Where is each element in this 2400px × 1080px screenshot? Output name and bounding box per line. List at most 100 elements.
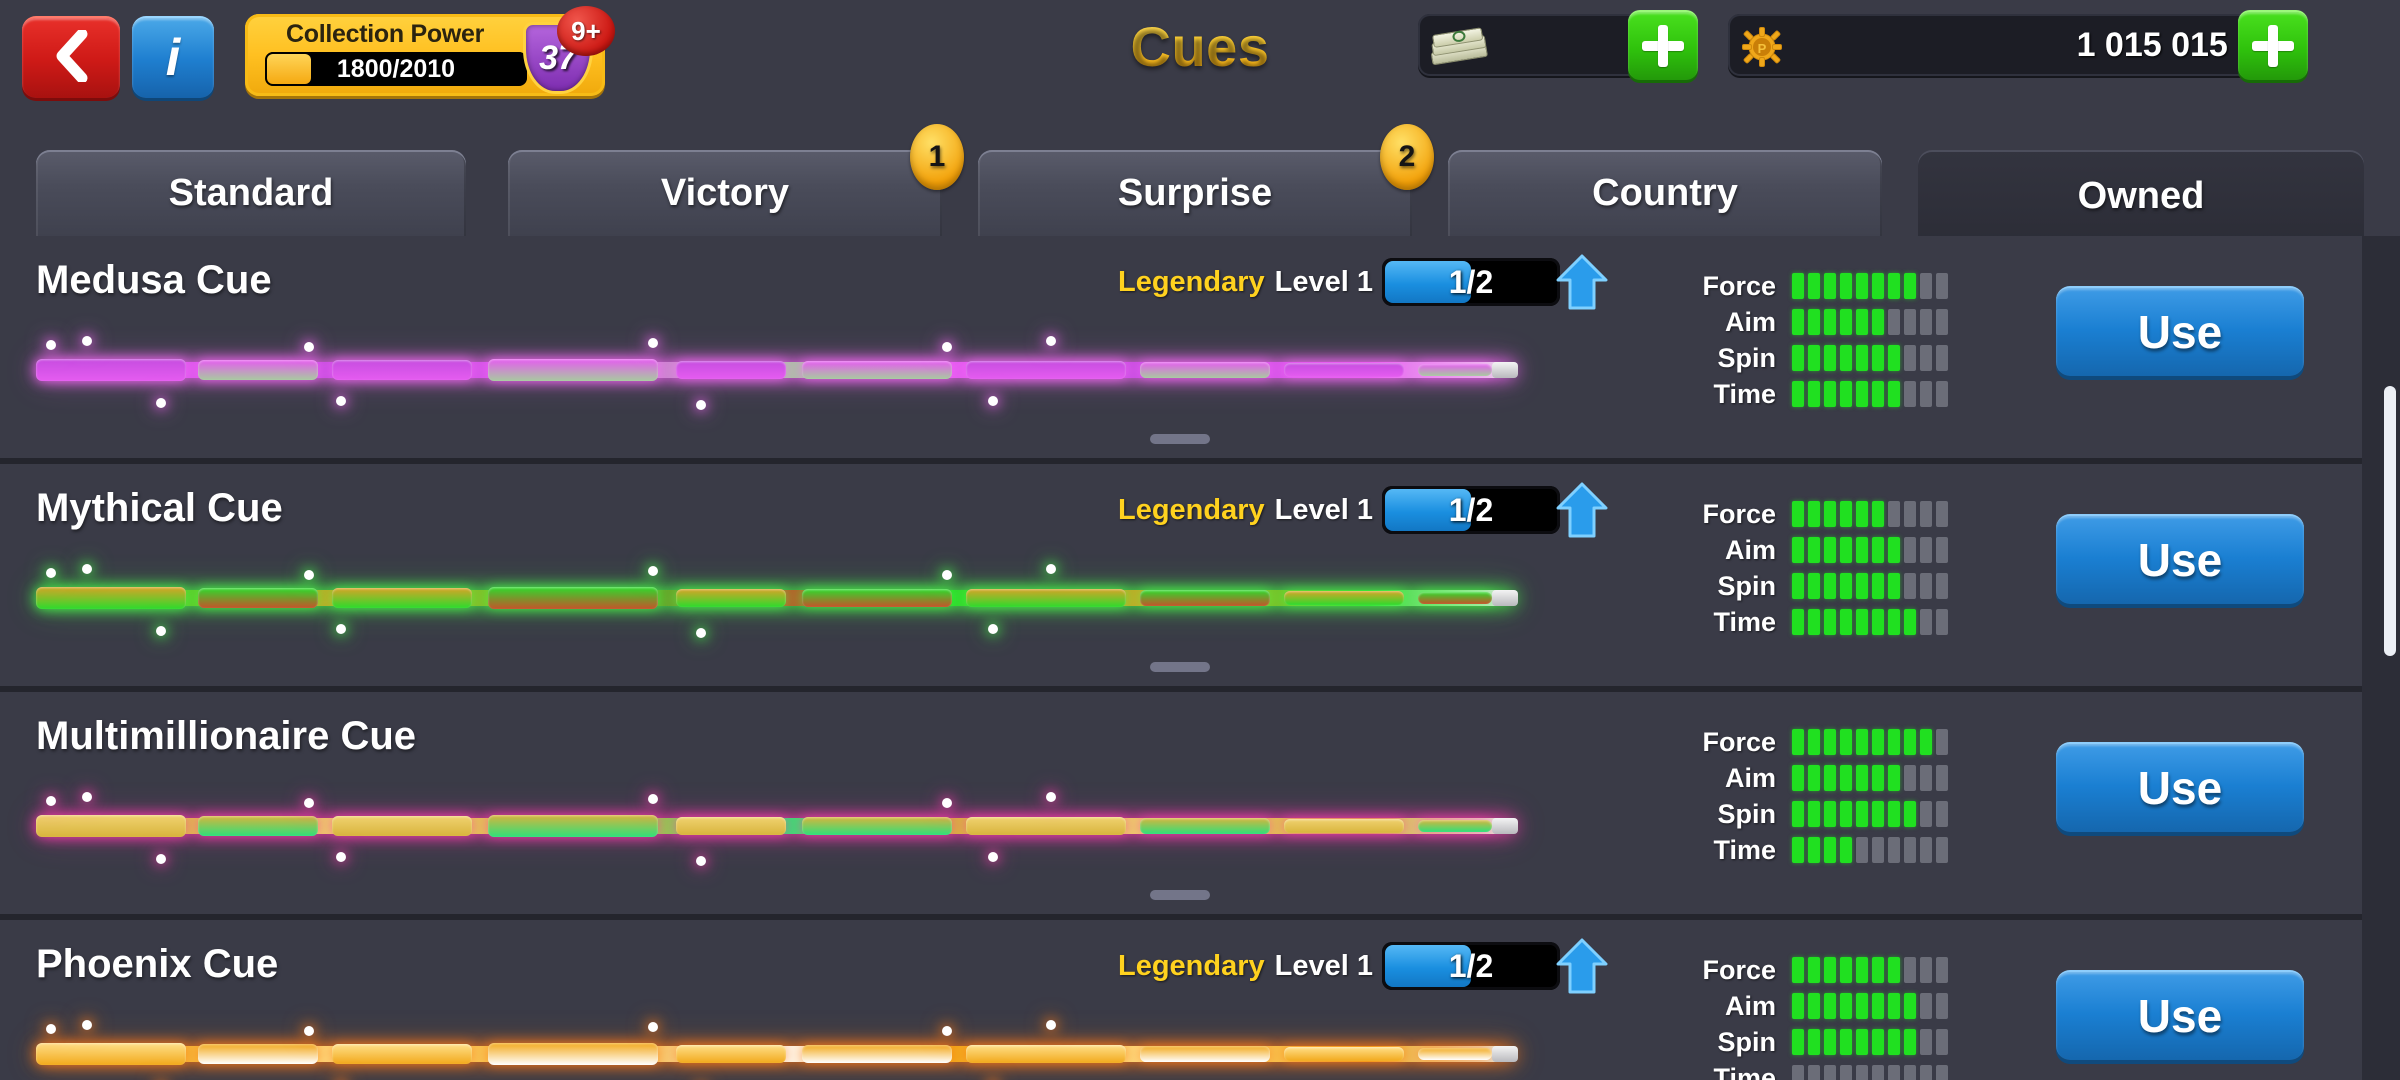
stat-pip: [1840, 765, 1852, 791]
tab-standard[interactable]: Standard: [36, 150, 466, 236]
stat-pip: [1824, 729, 1836, 755]
cue-level-progress-fill: [1385, 945, 1471, 987]
stat-pip: [1840, 501, 1852, 527]
cue-list[interactable]: Medusa Cue Legendary Level 1 1/2 Force Aim Spi…: [0, 236, 2400, 1080]
up-arrow-icon[interactable]: [1556, 482, 1608, 538]
cue-level: Level 1: [1274, 266, 1374, 298]
stat-pip: [1904, 957, 1916, 983]
use-button[interactable]: Use: [2056, 742, 2304, 832]
stat-pip: [1872, 573, 1884, 599]
stat-pip: [1920, 537, 1932, 563]
tab-owned[interactable]: Owned: [1918, 150, 2364, 242]
use-button[interactable]: Use: [2056, 970, 2304, 1060]
stat-pip: [1904, 801, 1916, 827]
stat-pip: [1792, 765, 1804, 791]
stat-pip: [1936, 1029, 1948, 1055]
row-drag-handle[interactable]: [1150, 662, 1210, 672]
stat-pip: [1888, 837, 1900, 863]
stat-pip: [1920, 573, 1932, 599]
stat-pip: [1888, 573, 1900, 599]
stat-pip: [1904, 837, 1916, 863]
use-button[interactable]: Use: [2056, 514, 2304, 604]
list-scrollbar[interactable]: [2384, 386, 2396, 656]
stat-pip: [1920, 273, 1932, 299]
coin-amount: 1 015 015 935: [2076, 25, 2294, 64]
stat-row-time: Time: [1690, 832, 1948, 868]
stat-pip: [1824, 957, 1836, 983]
stat-pip: [1792, 1065, 1804, 1080]
back-button[interactable]: [22, 16, 120, 98]
cue-artwork: [36, 778, 1546, 874]
cue-row[interactable]: Phoenix Cue Legendary Level 1 1/2 Force Aim Sp…: [0, 920, 2362, 1080]
stat-pip: [1840, 801, 1852, 827]
up-arrow-icon[interactable]: [1556, 938, 1608, 994]
stat-pip: [1904, 537, 1916, 563]
stat-pip: [1888, 501, 1900, 527]
add-cash-button[interactable]: [1628, 10, 1698, 80]
collection-power-title: Collection Power: [245, 20, 525, 49]
cue-row[interactable]: Medusa Cue Legendary Level 1 1/2 Force Aim Spi…: [0, 236, 2362, 464]
stat-pip: [1936, 993, 1948, 1019]
stat-pip: [1904, 993, 1916, 1019]
cue-stats: Force Aim Spin Time: [1690, 952, 1948, 1080]
info-button[interactable]: i: [132, 16, 214, 98]
cue-level: Level 1: [1274, 494, 1374, 526]
stat-pip: [1888, 309, 1900, 335]
cue-rarity: Legendary: [1118, 494, 1265, 526]
stat-pip: [1856, 993, 1868, 1019]
cash-bundle-icon: [1426, 21, 1492, 69]
stat-pip: [1888, 381, 1900, 407]
up-arrow-icon[interactable]: [1556, 254, 1608, 310]
tab-victory[interactable]: Victory 1: [508, 124, 964, 236]
stat-pip: [1824, 993, 1836, 1019]
stat-pip: [1824, 273, 1836, 299]
stat-pip: [1824, 309, 1836, 335]
add-coins-button[interactable]: [2238, 10, 2308, 80]
row-drag-handle[interactable]: [1150, 890, 1210, 900]
gold-coin-icon: P: [1736, 21, 1802, 69]
cue-rarity: Legendary: [1118, 266, 1265, 298]
stat-pip: [1888, 609, 1900, 635]
stat-pips: [1792, 573, 1948, 599]
stat-pips: [1792, 993, 1948, 1019]
use-button[interactable]: Use: [2056, 286, 2304, 376]
stat-pip: [1856, 273, 1868, 299]
stat-pip: [1856, 729, 1868, 755]
tab-surprise[interactable]: Surprise 2: [978, 124, 1434, 236]
cue-level-progress-text: 1/2: [1448, 263, 1494, 300]
stat-pip: [1872, 309, 1884, 335]
collection-power-fill: [267, 54, 311, 84]
stat-pip: [1824, 573, 1836, 599]
stat-pip: [1840, 537, 1852, 563]
tab-country[interactable]: Country: [1448, 150, 1882, 236]
tab-badge: 2: [1380, 124, 1434, 190]
cue-row[interactable]: Multimillionaire Cue Force Aim Spin Time Use: [0, 692, 2362, 920]
collection-power-widget[interactable]: Collection Power 1800/2010 37 9+: [245, 6, 615, 96]
cue-rarity-level: Legendary Level 1: [1118, 266, 1373, 299]
stat-pip: [1856, 537, 1868, 563]
stat-pip: [1824, 1029, 1836, 1055]
stat-pip: [1808, 957, 1820, 983]
stat-pip: [1856, 801, 1868, 827]
stat-pip: [1792, 537, 1804, 563]
stat-pip: [1872, 1029, 1884, 1055]
category-tabs: Standard Victory 1 Surprise 2 Country Owned: [0, 124, 2400, 242]
stat-pip: [1856, 573, 1868, 599]
stat-row-spin: Spin: [1690, 796, 1948, 832]
coin-currency-pill[interactable]: P 1 015 015 935: [1728, 14, 2308, 76]
use-button-label: Use: [2137, 762, 2223, 814]
stat-pip: [1920, 501, 1932, 527]
stat-pip: [1904, 381, 1916, 407]
stat-pip: [1920, 609, 1932, 635]
stat-pips: [1792, 837, 1948, 863]
stat-row-spin: Spin: [1690, 568, 1948, 604]
cue-stats: Force Aim Spin Time: [1690, 496, 1948, 640]
cue-stats: Force Aim Spin Time: [1690, 268, 1948, 412]
row-drag-handle[interactable]: [1150, 434, 1210, 444]
stat-pip: [1808, 273, 1820, 299]
stat-pip: [1872, 609, 1884, 635]
stat-pip: [1840, 837, 1852, 863]
cue-row[interactable]: Mythical Cue Legendary Level 1 1/2 Force Aim S…: [0, 464, 2362, 692]
stat-pip: [1904, 309, 1916, 335]
